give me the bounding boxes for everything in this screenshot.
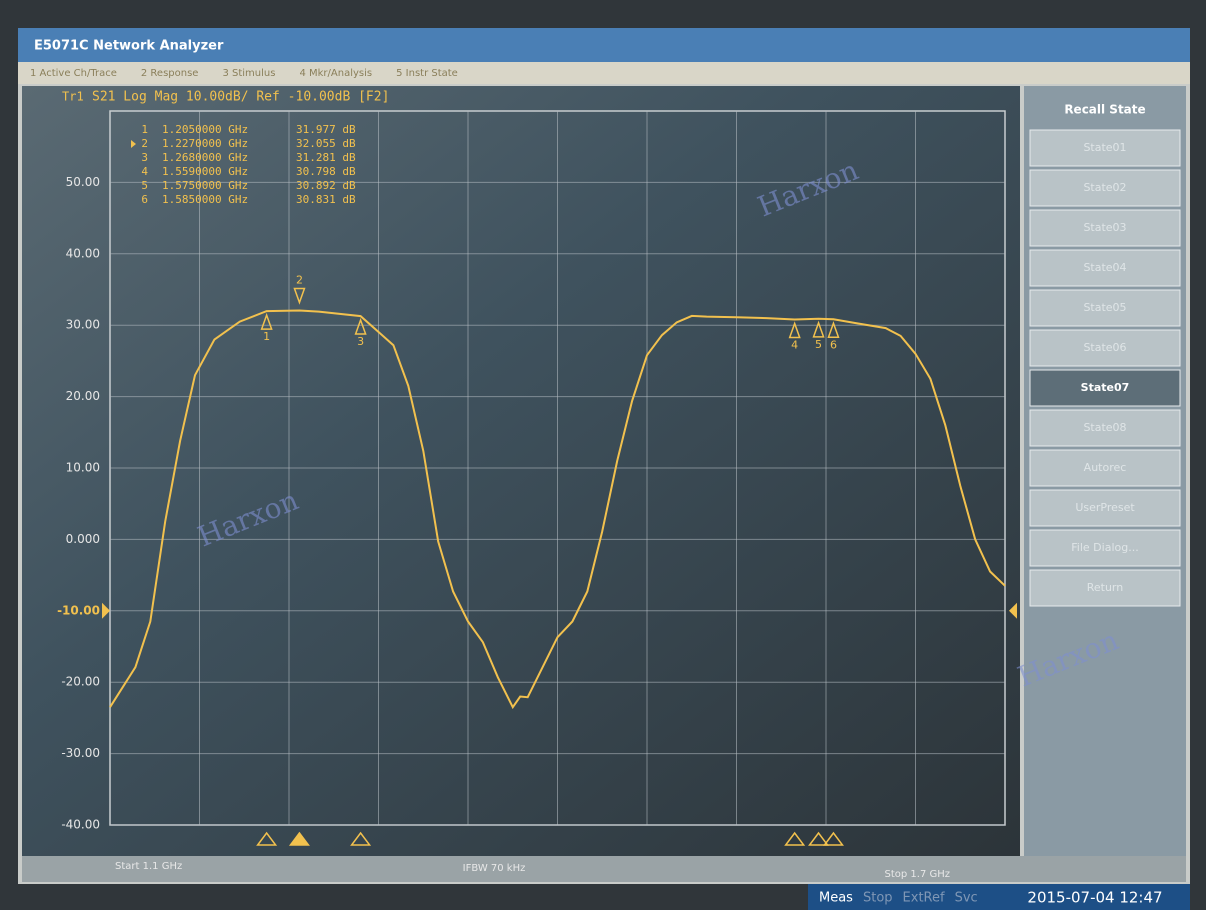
y-tick-label: 50.00 (66, 175, 100, 189)
status-item: Svc (955, 891, 978, 906)
readout-frequency: 1.5590000 GHz (162, 165, 248, 178)
analyzer-screen: E5071C Network Analyzer Recall State Tr1… (0, 0, 1206, 910)
sidebar-button-label[interactable]: Return (1087, 581, 1124, 594)
menu-item[interactable]: 1 Active Ch/Trace (30, 68, 117, 79)
readout-number: 4 (141, 165, 148, 178)
screen: E5071C Network Analyzer Recall State Tr1… (0, 0, 1206, 910)
readout-value: 31.281 dB (296, 151, 356, 164)
readout-number: 6 (141, 193, 148, 206)
menu-item[interactable]: 2 Response (141, 68, 199, 79)
status-item: Meas (819, 891, 853, 906)
sidebar-button-label[interactable]: State04 (1083, 261, 1126, 274)
readout-frequency: 1.5850000 GHz (162, 193, 248, 206)
datetime: 2015-07-04 12:47 (1027, 889, 1162, 907)
sidebar-button-label[interactable]: State07 (1081, 381, 1130, 394)
marker-number: 1 (263, 330, 270, 343)
trace-tag: Tr1 (62, 90, 84, 104)
start-label: Start 1.1 GHz (115, 861, 182, 872)
ifbw-label: IFBW 70 kHz (463, 863, 526, 874)
marker-number: 6 (830, 338, 837, 351)
readout-value: 32.055 dB (296, 137, 356, 150)
sidebar-button-label[interactable]: State02 (1083, 181, 1126, 194)
y-tick-label: -10.00 (57, 603, 100, 617)
readout-value: 31.977 dB (296, 123, 356, 136)
readout-number: 1 (141, 123, 148, 136)
readout-frequency: 1.2050000 GHz (162, 123, 248, 136)
readout-frequency: 1.5750000 GHz (162, 179, 248, 192)
status-bar-blank (18, 884, 808, 910)
readout-number: 5 (141, 179, 148, 192)
channel-status (22, 856, 1186, 882)
readout-frequency: 1.2270000 GHz (162, 137, 248, 150)
stop-label: Stop 1.7 GHz (884, 869, 950, 880)
sidebar-button-label[interactable]: State08 (1083, 421, 1126, 434)
readout-frequency: 1.2680000 GHz (162, 151, 248, 164)
sidebar-button-label[interactable]: State01 (1083, 141, 1126, 154)
readout-number: 3 (141, 151, 148, 164)
y-tick-label: 20.00 (66, 389, 100, 403)
menu-item[interactable]: 4 Mkr/Analysis (299, 68, 372, 79)
y-tick-label: 40.00 (66, 246, 100, 260)
y-tick-label: 0.000 (66, 532, 100, 546)
readout-number: 2 (141, 137, 148, 150)
y-tick-label: 30.00 (66, 318, 100, 332)
sidebar-button-label[interactable]: State03 (1083, 221, 1126, 234)
y-tick-label: -40.00 (61, 818, 100, 832)
status-item: Stop (863, 891, 893, 906)
window-title: E5071C Network Analyzer (34, 39, 224, 54)
menu-item[interactable]: 3 Stimulus (222, 68, 275, 79)
readout-value: 30.892 dB (296, 179, 356, 192)
sidebar-title: Recall State (1064, 103, 1145, 117)
readout-value: 30.798 dB (296, 165, 356, 178)
marker-number: 2 (296, 274, 303, 287)
marker-number: 4 (791, 339, 798, 352)
trace-header: S21 Log Mag 10.00dB/ Ref -10.00dB [F2] (92, 90, 389, 105)
menu-item[interactable]: 5 Instr State (396, 68, 458, 79)
sidebar-button-label[interactable]: State05 (1083, 301, 1126, 314)
status-item: ExtRef (903, 891, 945, 906)
readout-value: 30.831 dB (296, 193, 356, 206)
sidebar-button-label[interactable]: State06 (1083, 341, 1126, 354)
sidebar-button-label[interactable]: File Dialog... (1071, 541, 1138, 554)
marker-number: 5 (815, 338, 822, 351)
marker-number: 3 (357, 335, 364, 348)
sidebar-button-label[interactable]: Autorec (1084, 461, 1127, 474)
y-tick-label: -20.00 (61, 675, 100, 689)
sidebar-button-label[interactable]: UserPreset (1075, 501, 1135, 514)
y-tick-label: 10.00 (66, 461, 100, 475)
y-tick-label: -30.00 (61, 746, 100, 760)
